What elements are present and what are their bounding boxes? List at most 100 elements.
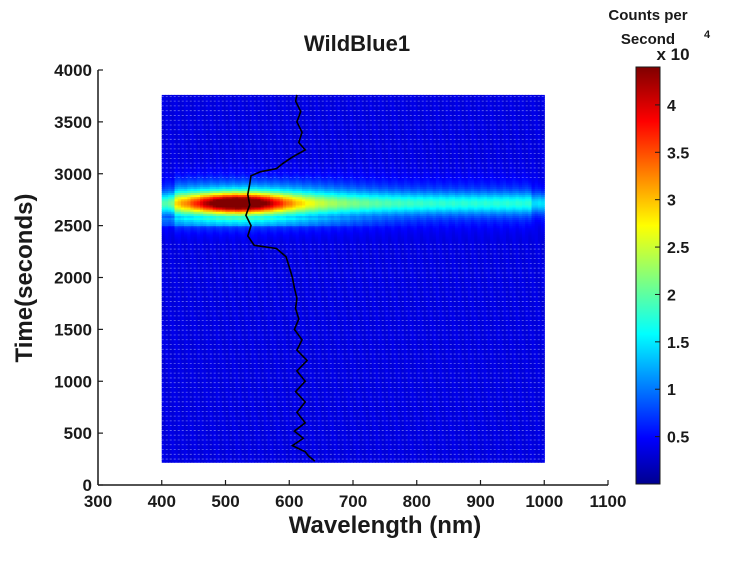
heatmap-cell (190, 460, 195, 463)
heatmap-cell (302, 451, 306, 455)
heatmap-cell (324, 453, 329, 457)
heatmap-cell (298, 455, 303, 459)
heatmap-cell (200, 455, 204, 459)
heatmap-cell (247, 460, 252, 463)
heatmap-cell (279, 453, 284, 457)
heatmap-cell (464, 458, 469, 461)
heatmap-cell (340, 458, 345, 461)
heatmap-cell (372, 453, 376, 457)
heatmap-cell (289, 453, 294, 457)
heatmap-cell (238, 451, 243, 455)
heatmap-cell (289, 458, 294, 461)
heatmap-cell (219, 451, 223, 455)
heatmap-cell (327, 455, 332, 459)
heatmap-cell (362, 455, 367, 459)
heatmap-cell (346, 453, 351, 457)
heatmap-cell (404, 460, 408, 463)
heatmap-cell (477, 455, 482, 459)
heatmap-cell (270, 453, 274, 457)
heatmap-cell (490, 458, 494, 461)
heatmap-cell (458, 453, 462, 457)
heatmap-cell (235, 453, 239, 457)
heatmap-cell (222, 460, 227, 463)
heatmap-cell (222, 453, 227, 457)
heatmap-cell (337, 458, 341, 461)
heatmap-cell (263, 458, 268, 461)
heatmap-cell (164, 455, 169, 459)
heatmap-cell (231, 451, 236, 455)
heatmap-cell (518, 460, 523, 463)
heatmap-cell (537, 453, 542, 457)
heatmap-cell (404, 458, 408, 461)
heatmap-cell (486, 458, 491, 461)
heatmap-cell (477, 458, 482, 461)
heatmap-cell (455, 458, 459, 461)
heatmap-cell (410, 453, 415, 457)
heatmap-cell (215, 460, 220, 463)
heatmap-cell (209, 453, 214, 457)
heatmap-cell (279, 458, 284, 461)
heatmap-cell (518, 455, 523, 459)
heatmap-cell (203, 458, 207, 461)
heatmap-cell (314, 451, 319, 455)
heatmap-cell (407, 453, 411, 457)
heatmap-cell (286, 458, 290, 461)
heatmap-cell (340, 455, 345, 459)
heatmap-cell (238, 458, 243, 461)
heatmap-cell (349, 453, 354, 457)
heatmap-cell (343, 458, 348, 461)
heatmap-cell (266, 451, 271, 455)
heatmap-cell (426, 460, 431, 463)
heatmap-cell (238, 460, 243, 463)
heatmap-cell (241, 453, 246, 457)
heatmap-cell (483, 460, 488, 463)
heatmap-cell (235, 460, 239, 463)
heatmap-cell (521, 458, 526, 461)
heatmap-cell (480, 453, 485, 457)
heatmap-cell (200, 458, 204, 461)
heatmap-cell (429, 458, 434, 461)
heatmap-cell (311, 460, 316, 463)
heatmap-cell (187, 460, 192, 463)
heatmap-cell (528, 460, 533, 463)
heatmap-cell (410, 460, 415, 463)
heatmap-cell (461, 453, 466, 457)
heatmap-cell (168, 460, 172, 463)
heatmap-cell (356, 453, 360, 457)
heatmap-cell (196, 451, 201, 455)
heatmap-cell (251, 460, 255, 463)
heatmap-cell (531, 453, 536, 457)
heatmap-cell (518, 458, 523, 461)
heatmap-cell (419, 460, 424, 463)
heatmap-cell (521, 455, 526, 459)
heatmap-cell (321, 453, 325, 457)
heatmap-cell (321, 458, 325, 461)
heatmap-cell (464, 460, 469, 463)
plot-area (98, 70, 608, 485)
heatmap-cell (381, 458, 386, 461)
heatmap-cell (330, 460, 335, 463)
heatmap-cell (423, 460, 427, 463)
heatmap-cell (282, 460, 287, 463)
heatmap-cell (343, 455, 348, 459)
heatmap-cell (493, 460, 498, 463)
heatmap-cell (263, 451, 268, 455)
heatmap-cell (327, 453, 332, 457)
heatmap-cell (276, 453, 281, 457)
heatmap-cell (541, 455, 545, 459)
heatmap-cell (525, 460, 529, 463)
heatmap-cell (534, 458, 539, 461)
heatmap-cell (397, 460, 402, 463)
heatmap-cell (353, 453, 357, 457)
heatmap-cell (537, 455, 542, 459)
heatmap-cell (410, 458, 415, 461)
heatmap-cell (515, 453, 520, 457)
heatmap-cell (298, 453, 303, 457)
heatmap-cell (375, 458, 380, 461)
heatmap-cell (333, 455, 338, 459)
heatmap-cell (384, 460, 389, 463)
heatmap-cell (470, 455, 475, 459)
heatmap-cell (164, 458, 169, 461)
heatmap-cell (314, 460, 319, 463)
heatmap-cell (314, 458, 319, 461)
